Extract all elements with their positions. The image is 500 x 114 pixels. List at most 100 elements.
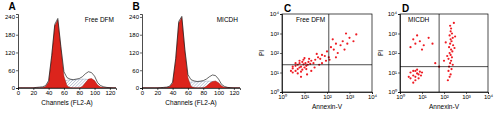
y-tick-mark (280, 92, 282, 93)
event-dot (298, 60, 300, 62)
y-tick-label: 10⁴ (270, 11, 280, 17)
x-tick-label: 120 (105, 90, 116, 96)
event-dot (325, 60, 327, 62)
event-dot (301, 61, 303, 63)
y-tick: 10² (388, 50, 400, 56)
x-tick-label: 40 (170, 90, 177, 96)
y-tick-label: 10¹ (388, 70, 397, 76)
event-dot (292, 66, 294, 68)
event-dot (321, 54, 323, 56)
x-tick-label: 60 (61, 90, 68, 96)
y-tick-label: 10⁴ (388, 11, 398, 17)
x-tick-label: 10⁴ (368, 94, 378, 100)
x-tick: 100 (214, 88, 225, 96)
y-tick: 10¹ (388, 70, 400, 76)
y-tick: 120 (129, 50, 142, 56)
event-dot (417, 77, 419, 79)
quadrant-line (439, 14, 440, 92)
panel: 10⁰10¹10²10³10⁴10⁰10¹10²10³10⁴Annexin-VP… (377, 3, 494, 110)
y-tick-mark (398, 53, 400, 54)
event-dot (332, 38, 334, 40)
event-dot (450, 73, 452, 75)
event-dot (355, 33, 357, 35)
event-dot (307, 61, 309, 63)
x-tick: 0 (17, 88, 21, 96)
event-dot (414, 70, 416, 72)
y-tick-mark (398, 92, 400, 93)
event-dot (451, 32, 453, 34)
y-tick-label: 10³ (388, 31, 397, 37)
y-tick: 10⁰ (388, 88, 400, 95)
plot-area (142, 16, 240, 88)
x-axis: 020406080100120 (141, 88, 241, 96)
event-dot (292, 67, 294, 69)
x-tick: 10³ (346, 92, 355, 100)
x-tick: 10³ (462, 92, 471, 100)
annotation: Free DFM (296, 16, 325, 23)
event-dot (335, 56, 337, 58)
y-axis-title: PI (258, 50, 265, 56)
y-tick-mark (16, 17, 18, 18)
event-dot (313, 66, 315, 68)
plot-frame (282, 14, 372, 92)
event-dot (450, 60, 452, 62)
y-tick-mark (16, 52, 18, 53)
annotation: MICDH (217, 16, 239, 23)
event-dot (330, 46, 332, 48)
y-tick-mark (280, 34, 282, 35)
event-dot (308, 58, 310, 60)
event-dot (412, 38, 414, 40)
event-dot (414, 76, 416, 78)
x-tick: 60 (185, 88, 192, 96)
event-dot (326, 50, 328, 52)
event-dot (447, 79, 449, 81)
event-dot (316, 53, 318, 55)
event-dot (450, 40, 452, 42)
event-dot (412, 74, 414, 76)
event-dot (447, 58, 449, 60)
event-dot (412, 70, 414, 72)
x-tick: 80 (200, 88, 207, 96)
event-dot (452, 37, 454, 39)
event-dot (310, 70, 312, 72)
event-dot (448, 46, 450, 48)
y-tick: 180 (5, 32, 18, 38)
event-dot (447, 70, 449, 72)
event-dot (294, 62, 296, 64)
event-dot (417, 73, 419, 75)
x-tick: 10⁰ (396, 92, 405, 100)
event-dot (408, 76, 410, 78)
event-dot (451, 56, 453, 58)
event-dot (337, 52, 339, 54)
x-tick-label: 10⁰ (278, 93, 287, 100)
event-dot (335, 43, 337, 45)
y-tick-label: 10² (270, 50, 279, 56)
event-dot (450, 54, 452, 56)
y-axis-line (140, 15, 143, 89)
event-dot (434, 62, 436, 64)
y-tick: 10³ (388, 31, 400, 37)
event-dot (409, 77, 411, 79)
event-dot (453, 22, 455, 24)
x-tick-label: 10⁰ (396, 93, 405, 100)
x-tick: 100 (90, 88, 101, 96)
y-axis-title: PI (377, 50, 384, 56)
event-dot (419, 71, 421, 73)
x-tick-label: 20 (154, 90, 161, 96)
y-tick-label: 10⁰ (388, 88, 397, 95)
figure: 020406080100120060120180240Channels (FL2… (0, 0, 500, 114)
y-tick-label: 60 (132, 68, 139, 74)
y-axis: 10⁰ 10¹ 10² 10³ 10⁴ (388, 11, 401, 95)
event-dot (321, 62, 323, 64)
event-dot (423, 44, 425, 46)
y-tick-label: 120 (129, 50, 140, 56)
event-dot (421, 48, 423, 50)
panel-label: B (132, 1, 139, 12)
x-tick-label: 120 (229, 90, 240, 96)
event-dot (443, 60, 445, 62)
y-tick-mark (280, 53, 282, 54)
y-tick-label: 0 (12, 85, 16, 91)
panel-label: A (8, 1, 15, 12)
y-tick-label: 0 (136, 85, 140, 91)
event-dot (300, 76, 302, 78)
